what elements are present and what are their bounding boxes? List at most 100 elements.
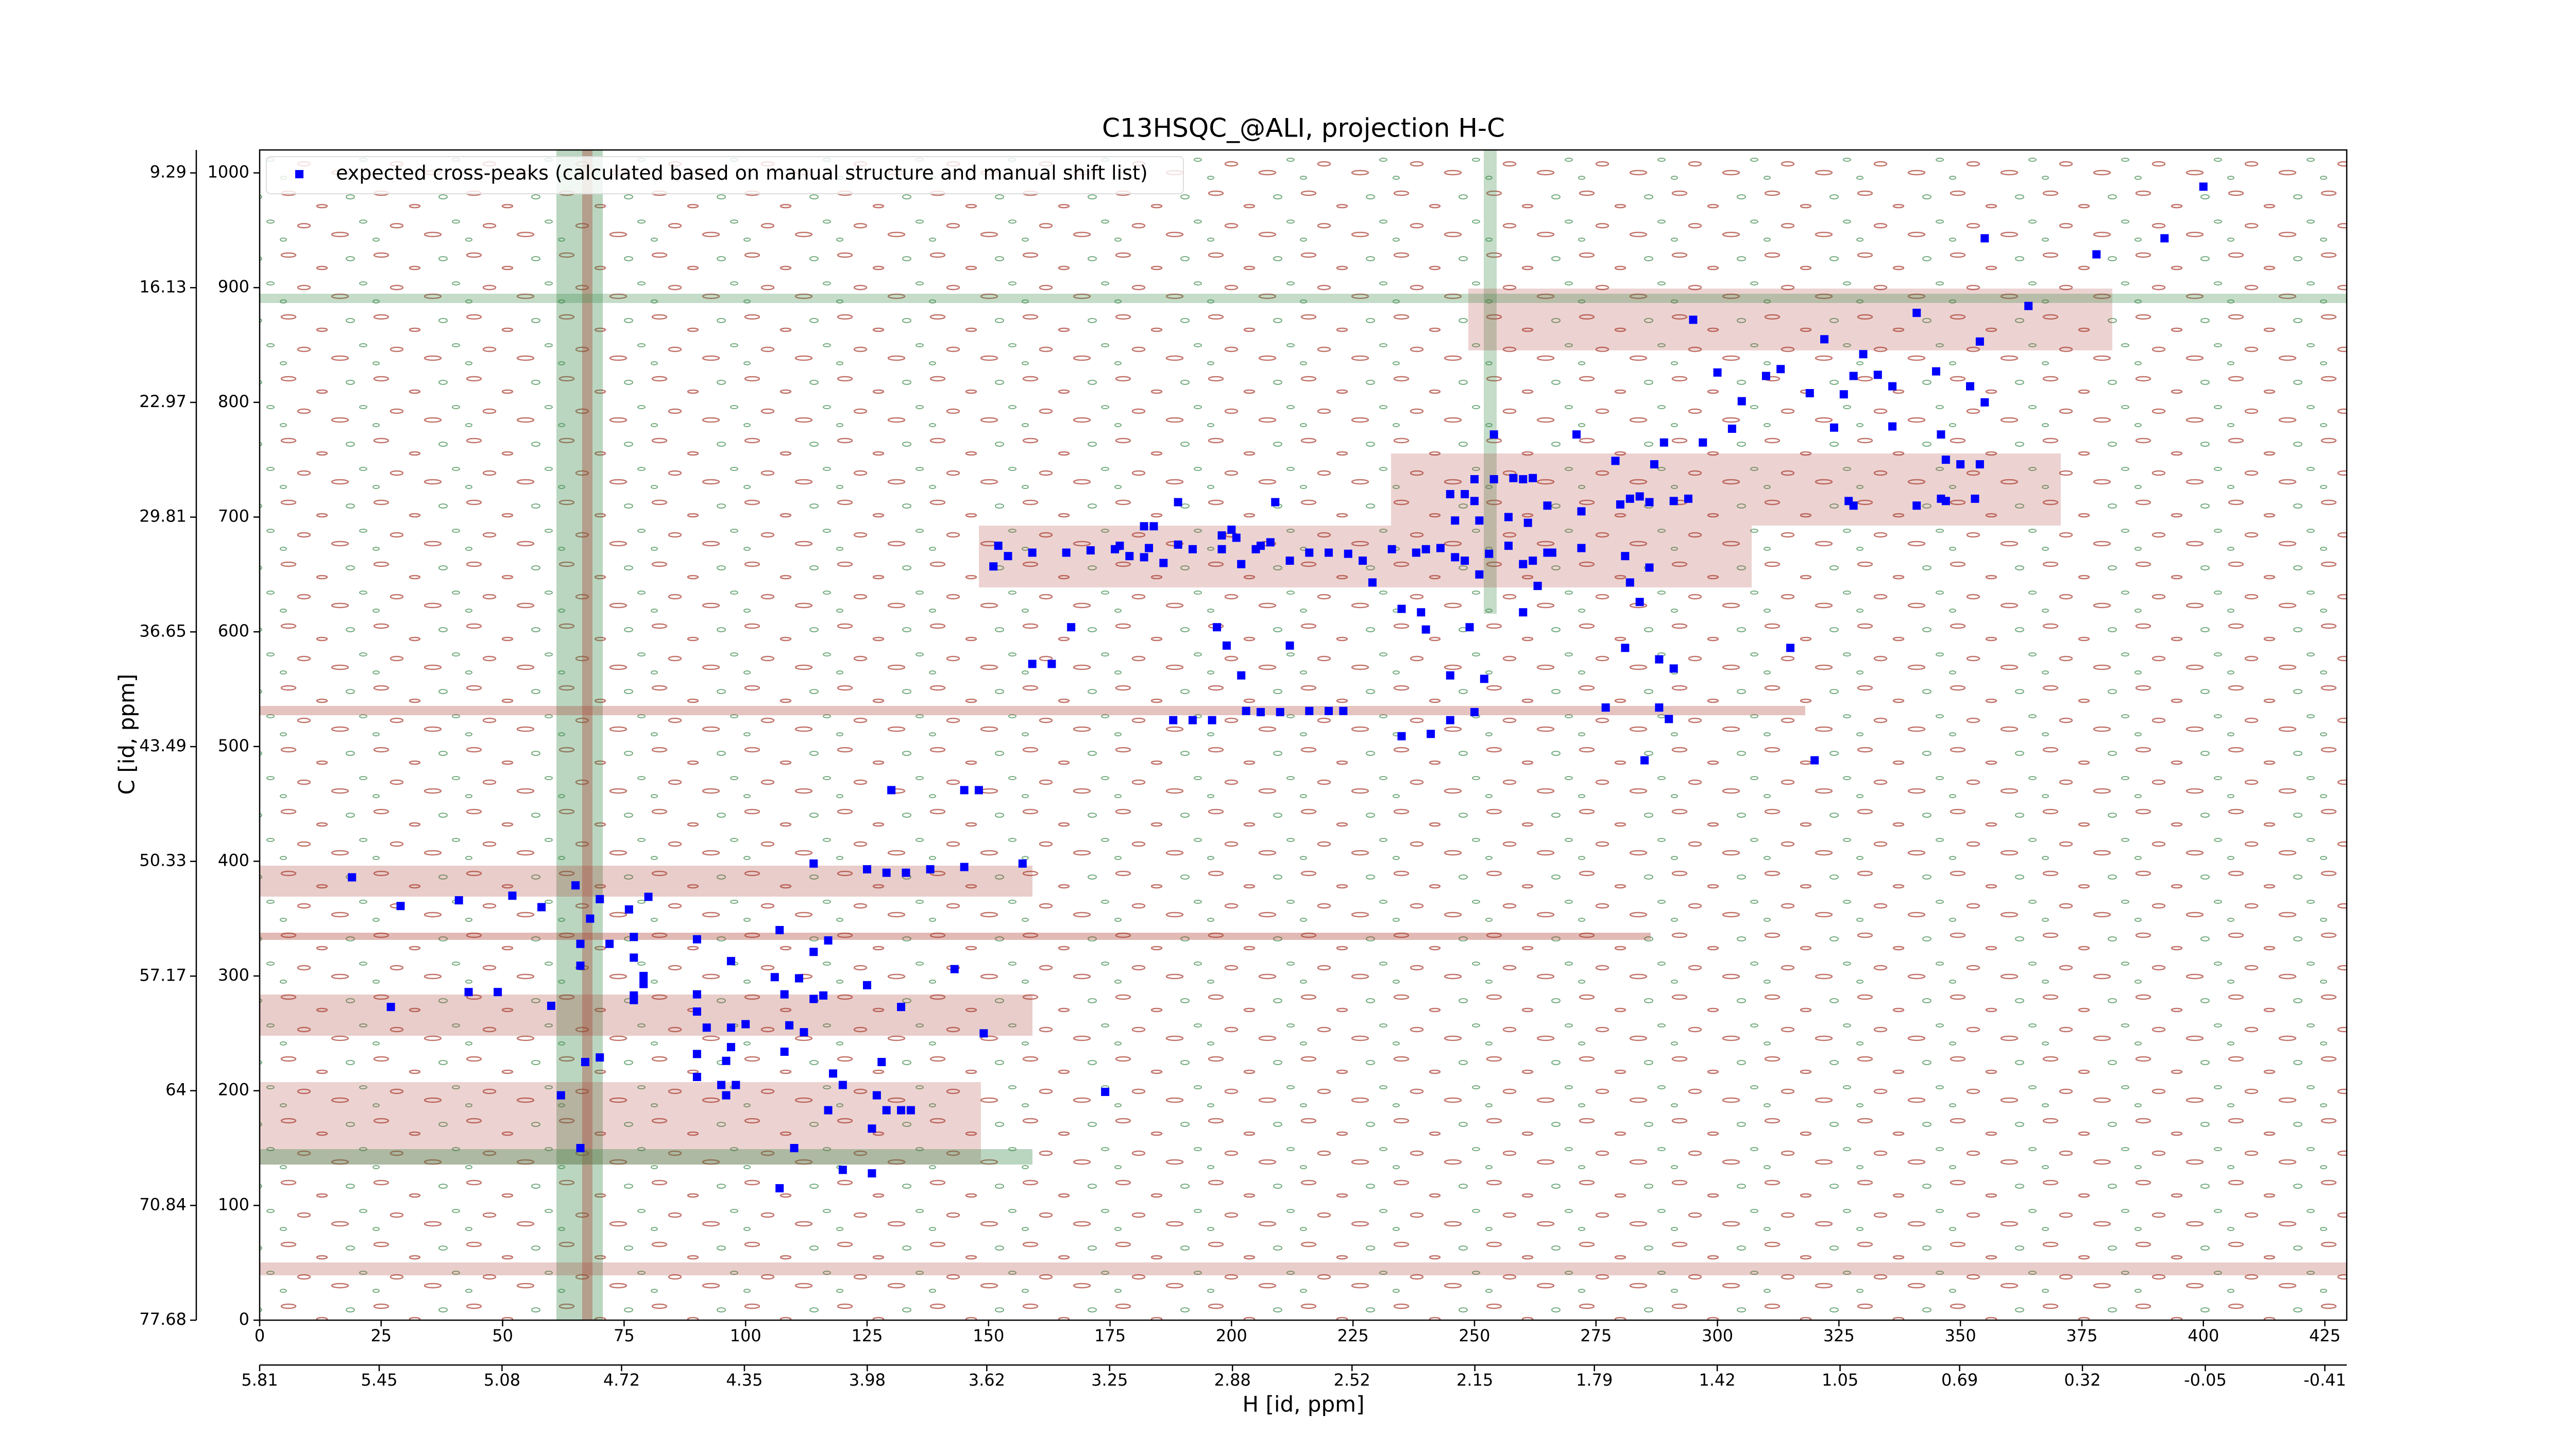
x-tick-label: 300	[1702, 1326, 1733, 1345]
y-tick-label: 100	[218, 1194, 249, 1214]
cross-peak-marker	[386, 1003, 395, 1012]
cross-peak-marker	[1412, 548, 1420, 557]
cross-peak-marker	[348, 873, 357, 882]
cross-peak-marker	[1028, 660, 1037, 668]
x2-tick-label: 0.69	[1941, 1370, 1978, 1390]
cross-peak-marker	[824, 1106, 833, 1115]
cross-peak-marker	[1485, 549, 1494, 558]
cross-peak-marker	[726, 1043, 735, 1052]
cross-peak-marker	[1305, 548, 1314, 557]
cross-peak-marker	[576, 939, 585, 948]
x2-tick-label: 1.05	[1822, 1370, 1858, 1390]
cross-peak-marker	[464, 988, 473, 997]
cross-peak-marker	[794, 974, 803, 983]
cross-peak-marker	[726, 957, 735, 966]
cross-peak-marker	[1621, 644, 1630, 652]
cross-peak-marker	[828, 1069, 837, 1078]
x2-tick-label: 3.98	[849, 1370, 886, 1390]
x-tick-label: 50	[492, 1326, 513, 1345]
cross-peak-marker	[556, 1091, 565, 1100]
cross-peak-marker	[1276, 707, 1284, 716]
cross-peak-marker	[1285, 557, 1294, 565]
y-tick-label: 400	[218, 850, 249, 870]
cross-peak-marker	[862, 865, 871, 873]
cross-peak-marker	[1616, 500, 1624, 509]
cross-peak-marker	[630, 933, 638, 941]
cross-peak-marker	[1737, 397, 1746, 406]
x-tick-label: 275	[1580, 1326, 1612, 1345]
y2-tick-label: 22.97	[139, 392, 187, 411]
x2-tick-label: 0.32	[2064, 1370, 2100, 1390]
y-axis-label: C [id, ppm]	[114, 674, 140, 795]
cross-peak-marker	[897, 1003, 906, 1012]
chart-title: C13HSQC_@ALI, projection H-C	[1102, 113, 1505, 143]
cross-peak-marker	[872, 1091, 881, 1100]
x-tick-label: 250	[1459, 1326, 1490, 1345]
cross-peak-marker	[989, 562, 998, 571]
cross-peak-marker	[1689, 315, 1698, 324]
plot-frame	[259, 149, 2348, 1321]
y-tick-label: 1000	[208, 162, 249, 182]
cross-peak-marker	[692, 990, 701, 999]
cross-peak-marker	[1519, 608, 1528, 617]
x2-tick-label: 2.52	[1334, 1370, 1370, 1390]
cross-peak-marker	[1480, 675, 1488, 683]
x2-tick-label: -0.41	[2303, 1370, 2346, 1390]
cross-peak-marker	[576, 1144, 585, 1153]
cross-peak-marker	[1699, 438, 1707, 447]
cross-peak-marker	[1461, 490, 1469, 498]
cross-peak-marker	[824, 936, 833, 945]
y-tick-label: 0	[239, 1309, 249, 1329]
cross-peak-marker	[1174, 540, 1182, 549]
cross-peak-marker	[1344, 549, 1352, 558]
y2-tick-label: 70.84	[139, 1194, 187, 1214]
cross-peak-marker	[1888, 382, 1897, 391]
cross-peak-marker	[1975, 337, 1984, 346]
cross-peak-marker	[547, 1001, 555, 1010]
series	[348, 182, 2208, 1192]
y2-tick-label: 50.33	[139, 851, 187, 870]
cross-peak-marker	[819, 991, 828, 1000]
cross-peak-marker	[950, 965, 959, 973]
cross-peak-marker	[902, 868, 910, 877]
cross-peak-marker	[1980, 398, 1989, 407]
legend-marker	[295, 170, 303, 178]
cross-peak-marker	[1446, 671, 1454, 680]
x-tick-label: 0	[255, 1326, 265, 1345]
cross-peak-marker	[1217, 531, 1226, 540]
cross-peak-marker	[1937, 430, 1945, 439]
cross-peak-marker	[508, 891, 517, 900]
cross-peak-marker	[1325, 548, 1333, 557]
cross-peak-marker	[1529, 557, 1537, 565]
cross-peak-marker	[926, 865, 935, 873]
x2-tick-label: 5.81	[241, 1370, 278, 1390]
x-tick-label: 150	[973, 1326, 1004, 1345]
cross-peak-marker	[994, 542, 1003, 550]
cross-peak-marker	[770, 973, 779, 982]
cross-peak-marker	[1446, 490, 1454, 498]
cross-peak-marker	[1451, 553, 1460, 562]
x2-tick-label: 2.88	[1214, 1370, 1251, 1390]
cross-peak-marker	[1713, 368, 1722, 377]
cross-peak-marker	[1665, 715, 1673, 723]
cross-peak-marker	[1776, 365, 1785, 374]
cross-peak-marker	[1504, 542, 1513, 550]
cross-peak-marker	[630, 953, 638, 962]
cross-peak-marker	[1650, 460, 1658, 469]
y-tick-label: 600	[218, 621, 249, 641]
cross-peak-marker	[1932, 367, 1941, 376]
cross-peak-marker	[1805, 389, 1814, 398]
x2-tick-label: 4.35	[726, 1370, 762, 1390]
cross-peak-marker	[877, 1058, 886, 1067]
cross-peak-marker	[1601, 703, 1610, 712]
x2-tick-label: -0.05	[2184, 1370, 2227, 1390]
x2-tick-label: 1.79	[1576, 1370, 1613, 1390]
cross-peak-marker	[1912, 501, 1921, 510]
cross-peak-marker	[1625, 578, 1634, 587]
cross-peak-marker	[1470, 475, 1479, 483]
cross-peak-marker	[838, 1081, 847, 1089]
cross-peak-marker	[800, 1028, 808, 1037]
cross-peak-marker	[1213, 623, 1222, 632]
cross-peak-marker	[1149, 522, 1158, 531]
